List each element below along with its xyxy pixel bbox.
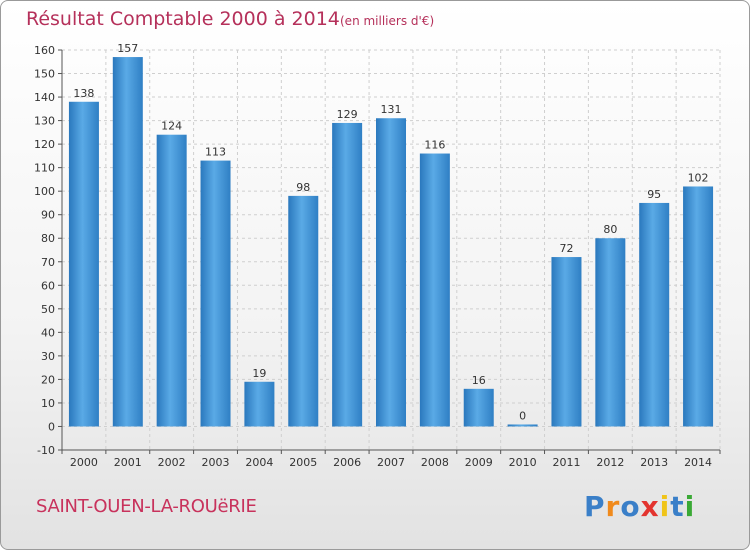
x-tick-label: 2006 [333, 456, 361, 469]
bar-2005 [288, 195, 319, 427]
bars [68, 57, 714, 427]
data-label: 0 [519, 409, 526, 422]
x-tick-label: 2011 [552, 456, 580, 469]
x-tick-label: 2014 [684, 456, 712, 469]
y-tick-label: 70 [41, 256, 55, 269]
y-tick-label: 100 [34, 185, 55, 198]
y-tick-label: 120 [34, 138, 55, 151]
x-tick-label: 2004 [245, 456, 273, 469]
bar-2010 [507, 424, 538, 427]
data-label: 157 [117, 42, 138, 55]
y-tick-label: 40 [41, 326, 55, 339]
y-tick-label: 90 [41, 209, 55, 222]
x-tick-label: 2005 [289, 456, 317, 469]
bar-2013 [639, 202, 670, 427]
logo-letter: t [670, 490, 685, 523]
bar-2000 [68, 101, 99, 427]
x-tick-label: 2001 [114, 456, 142, 469]
logo-letter: r [605, 490, 621, 523]
city-name: SAINT-OUEN-LA-ROUëRIE [36, 496, 257, 517]
data-label: 72 [559, 242, 573, 255]
y-tick-label: 80 [41, 232, 55, 245]
y-tick-label: 130 [34, 115, 55, 128]
logo-letter: i [684, 490, 696, 523]
chart-title: Résultat Comptable 2000 à 2014 [26, 8, 340, 30]
data-label: 102 [688, 171, 709, 184]
x-tick-label: 2002 [158, 456, 186, 469]
y-tick-label: 140 [34, 91, 55, 104]
data-label: 116 [424, 139, 445, 152]
chart-subtitle: (en milliers d'€) [340, 14, 435, 28]
bar-2002 [156, 134, 187, 427]
logo-letter: P [584, 490, 606, 523]
bar-2001 [112, 57, 143, 427]
bar-2004 [244, 381, 275, 427]
y-tick-label: 150 [34, 68, 55, 81]
proxiti-logo: Proxiti [584, 490, 695, 523]
bar-2011 [551, 257, 582, 427]
data-label: 138 [73, 87, 94, 100]
y-tick-label: 20 [41, 373, 55, 386]
bar-2014 [683, 186, 714, 427]
data-label: 131 [381, 103, 402, 116]
x-tick-label: 2003 [202, 456, 230, 469]
axes: -100102030405060708090100110120130140150… [34, 44, 721, 469]
data-label: 95 [647, 188, 661, 201]
y-tick-label: 160 [34, 44, 55, 57]
data-label: 19 [252, 367, 266, 380]
bar-2009 [463, 388, 494, 427]
x-tick-label: 2000 [70, 456, 98, 469]
data-label: 113 [205, 146, 226, 159]
logo-letter: o [620, 490, 641, 523]
data-label: 16 [472, 374, 486, 387]
y-tick-label: 50 [41, 303, 55, 316]
x-tick-label: 2007 [377, 456, 405, 469]
x-tick-label: 2012 [596, 456, 624, 469]
bar-2012 [595, 238, 626, 427]
logo-letter: x [640, 490, 660, 523]
data-label: 80 [603, 223, 617, 236]
x-tick-label: 2013 [640, 456, 668, 469]
bar-2008 [419, 153, 450, 427]
logo-letter: i [659, 490, 671, 523]
bar-2006 [332, 122, 363, 427]
y-tick-label: 10 [41, 397, 55, 410]
bar-2007 [376, 118, 406, 427]
y-tick-label: 110 [34, 162, 55, 175]
data-labels: 138 157 124 113 19 98 129 131 116 16 0 72 80 95 102 [73, 42, 708, 422]
y-tick-label: 60 [41, 279, 55, 292]
data-label: 98 [296, 181, 310, 194]
data-label: 124 [161, 120, 182, 133]
data-label: 129 [337, 108, 358, 121]
x-tick-label: 2008 [421, 456, 449, 469]
y-tick-label: 0 [48, 420, 55, 433]
y-tick-label: 30 [41, 350, 55, 363]
x-tick-label: 2009 [465, 456, 493, 469]
x-tick-label: 2010 [509, 456, 537, 469]
y-tick-label: -10 [37, 444, 55, 457]
bar-2003 [200, 160, 231, 427]
